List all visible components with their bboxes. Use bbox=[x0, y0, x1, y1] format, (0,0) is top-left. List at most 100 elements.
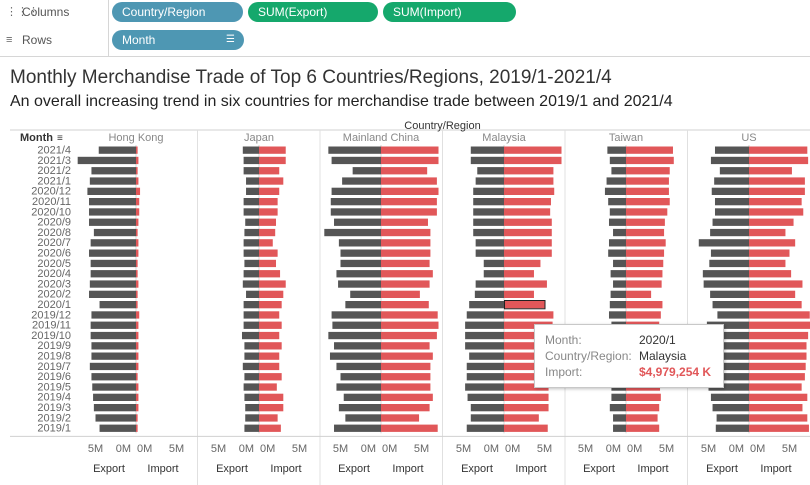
export-bar bbox=[708, 352, 749, 360]
import-bar bbox=[504, 342, 550, 350]
import-bar bbox=[626, 218, 665, 226]
import-bar bbox=[381, 290, 420, 298]
export-bar bbox=[89, 198, 136, 206]
export-bar bbox=[91, 373, 136, 381]
import-bar bbox=[749, 383, 802, 391]
sum-export-pill[interactable]: SUM(Export) bbox=[248, 2, 378, 22]
export-bar bbox=[609, 156, 626, 165]
export-bar bbox=[466, 311, 504, 319]
export-bar bbox=[703, 280, 749, 288]
export-bar bbox=[470, 414, 504, 422]
import-bar bbox=[749, 177, 805, 185]
axis-tick-label: 0M bbox=[239, 443, 254, 455]
export-bar bbox=[340, 373, 381, 381]
import-bar bbox=[136, 146, 138, 154]
export-bar bbox=[244, 228, 259, 237]
import-bar bbox=[749, 270, 792, 278]
import-bar bbox=[504, 187, 555, 195]
import-bar bbox=[381, 187, 439, 195]
export-bar bbox=[245, 404, 259, 412]
sort-icon[interactable]: ☰ bbox=[226, 34, 235, 45]
rows-icon: ≡ bbox=[6, 34, 13, 46]
export-axis-label: Export bbox=[583, 463, 615, 475]
import-bar bbox=[749, 301, 802, 309]
month-label: 2020/2 bbox=[37, 289, 71, 301]
export-axis-label: Export bbox=[338, 463, 370, 475]
export-bar bbox=[91, 311, 136, 319]
import-bar bbox=[381, 373, 431, 381]
import-bar bbox=[136, 362, 139, 371]
import-bar bbox=[259, 270, 281, 278]
import-bar bbox=[626, 177, 669, 185]
import-bar bbox=[504, 290, 534, 298]
month-pill[interactable]: Month ☰ bbox=[112, 30, 244, 50]
import-bar bbox=[749, 228, 786, 237]
import-bar bbox=[136, 424, 138, 432]
tooltip-country-key: Country/Region: bbox=[545, 349, 632, 363]
export-bar bbox=[93, 393, 136, 401]
country-label: Mainland China bbox=[343, 132, 420, 144]
import-bar bbox=[136, 404, 139, 412]
month-label: 2021/3 bbox=[37, 155, 71, 167]
export-bar bbox=[717, 311, 749, 319]
axis-tick-label: 5M bbox=[659, 443, 674, 455]
tooltip-month-key: Month: bbox=[545, 333, 582, 347]
export-bar bbox=[245, 218, 259, 226]
import-bar bbox=[381, 208, 437, 216]
axis-tick-label: 5M bbox=[333, 443, 348, 455]
row-header: Month bbox=[20, 132, 53, 144]
export-bar bbox=[243, 208, 259, 216]
import-bar bbox=[136, 342, 139, 350]
export-bar bbox=[89, 290, 136, 298]
export-bar bbox=[345, 301, 381, 309]
export-bar bbox=[243, 156, 259, 165]
import-bar bbox=[381, 352, 433, 360]
import-bar bbox=[749, 239, 796, 247]
import-bar bbox=[136, 249, 139, 257]
export-bar bbox=[474, 290, 504, 298]
export-bar bbox=[244, 342, 259, 350]
import-bar bbox=[136, 239, 139, 247]
export-bar bbox=[243, 270, 259, 278]
export-bar bbox=[89, 249, 136, 257]
export-bar bbox=[715, 424, 749, 432]
country-region-pill[interactable]: Country/Region bbox=[112, 2, 243, 22]
import-axis-label: Import bbox=[760, 463, 791, 475]
import-bar bbox=[259, 321, 282, 329]
import-bar bbox=[136, 290, 138, 298]
import-bar bbox=[259, 187, 280, 195]
export-bar bbox=[469, 301, 504, 309]
import-bar bbox=[381, 383, 431, 391]
sum-import-pill[interactable]: SUM(Import) bbox=[383, 2, 516, 22]
import-bar bbox=[626, 239, 666, 247]
export-bar bbox=[89, 362, 136, 371]
country-label: US bbox=[741, 132, 756, 144]
export-bar bbox=[719, 167, 749, 175]
export-bar bbox=[331, 156, 381, 165]
import-bar bbox=[136, 352, 139, 360]
import-bar bbox=[504, 311, 554, 319]
export-bar bbox=[607, 146, 626, 154]
export-bar bbox=[475, 239, 504, 247]
import-bar bbox=[504, 156, 562, 165]
import-bar bbox=[504, 239, 552, 247]
axis-tick-label: 5M bbox=[537, 443, 552, 455]
axis-tick-label: 0M bbox=[137, 443, 152, 455]
axis-tick-label: 0M bbox=[750, 443, 765, 455]
export-bar bbox=[610, 290, 626, 298]
import-bar bbox=[504, 414, 539, 422]
axis-tick-label: 5M bbox=[88, 443, 103, 455]
import-bar bbox=[626, 280, 662, 288]
export-bar bbox=[243, 311, 259, 319]
axis-tick-label: 0M bbox=[382, 443, 397, 455]
export-bar bbox=[342, 177, 381, 185]
export-bar bbox=[473, 218, 504, 226]
export-bar bbox=[243, 321, 259, 329]
export-bar bbox=[709, 259, 749, 268]
export-bar bbox=[244, 259, 259, 268]
month-label: 2020/11 bbox=[32, 196, 71, 208]
export-bar bbox=[244, 373, 259, 381]
tooltip-import-row: Import: $4,979,254 K bbox=[545, 365, 711, 381]
tooltip-country-value: Malaysia bbox=[639, 349, 687, 363]
import-bar bbox=[749, 393, 808, 401]
